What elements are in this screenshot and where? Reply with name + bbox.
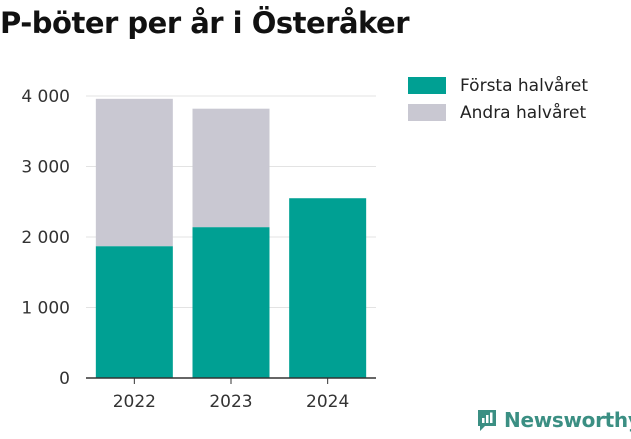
legend-item-first-half: Första halvåret (408, 72, 588, 99)
x-tick-label: 2023 (209, 392, 252, 412)
chart-title: P-böter per år i Österåker (0, 6, 410, 40)
legend-label-second-half: Andra halvåret (460, 102, 587, 123)
legend-label-first-half: Första halvåret (460, 75, 589, 96)
x-tick-label: 2024 (306, 392, 349, 412)
y-tick-label: 4 000 (21, 87, 70, 107)
legend-swatch-first-half (408, 77, 446, 94)
brand-logo: Newsworthy (476, 408, 631, 432)
bar-first-half (289, 198, 367, 378)
brand-name: Newsworthy (504, 408, 631, 432)
y-tick-label: 2 000 (21, 228, 70, 248)
legend: Första halvåret Andra halvåret (408, 72, 588, 126)
legend-swatch-second-half (408, 104, 446, 121)
x-tick-label: 2022 (113, 392, 156, 412)
bar-second-half (192, 108, 270, 228)
bar-second-half (95, 98, 173, 247)
legend-item-second-half: Andra halvåret (408, 99, 588, 126)
bar-first-half (95, 246, 173, 378)
bar-first-half (192, 227, 270, 378)
y-tick-label: 1 000 (21, 299, 70, 319)
y-tick-label: 0 (59, 369, 70, 389)
y-tick-label: 3 000 (21, 158, 70, 178)
newsworthy-logo-icon (478, 410, 496, 431)
